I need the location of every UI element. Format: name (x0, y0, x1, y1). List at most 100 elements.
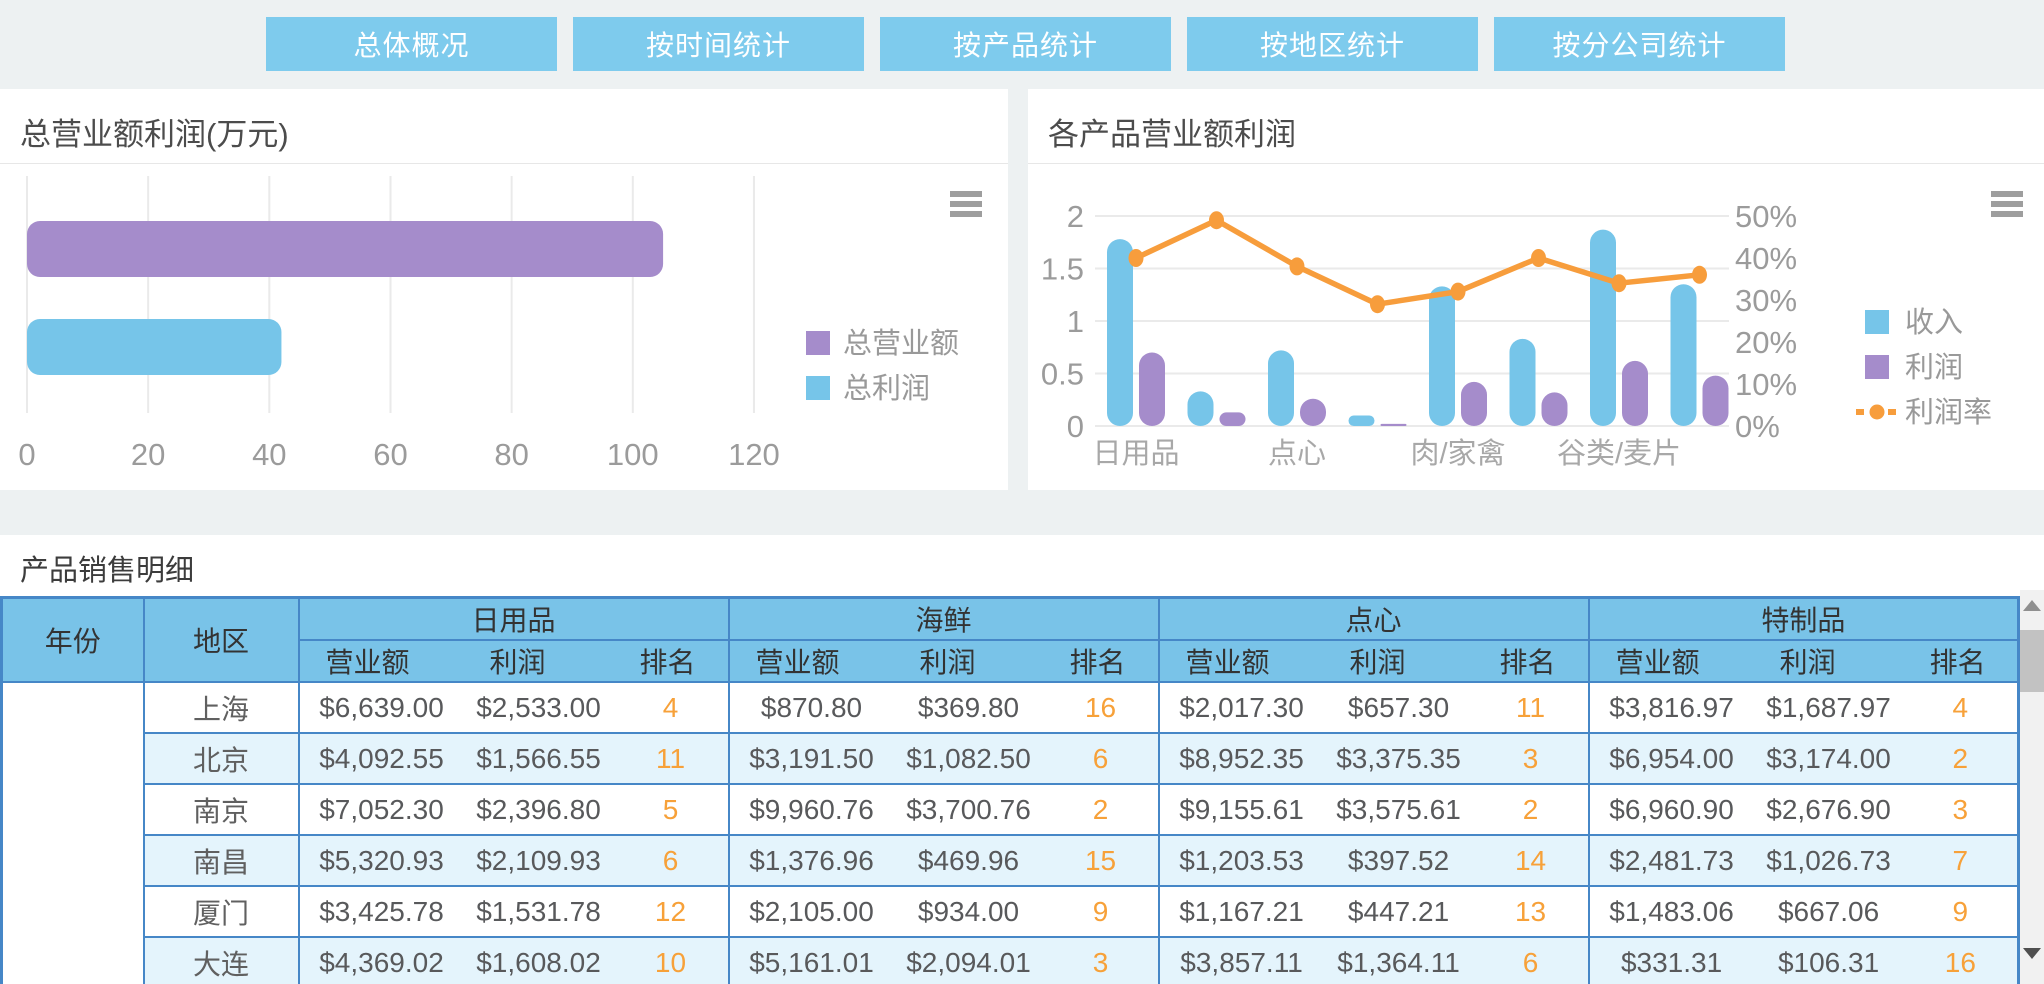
line-point (1611, 274, 1627, 293)
sub-header-排名: 排名 (613, 639, 729, 683)
axis-tick-label: 10% (1735, 367, 1797, 402)
rank-cell: 9 (1043, 885, 1159, 938)
scrollbar-thumb[interactable] (2020, 630, 2044, 692)
category-label: 谷类/麦片 (1557, 437, 1681, 470)
legend-item-利润[interactable]: 利润 (1865, 351, 1963, 384)
line-point (1692, 265, 1707, 284)
sales-detail-table: 年份 地区 日用品 海鲜 点心 特制品 营业额 利润 排名 营业额 利润 排名 营业额 利润 排名 营业额 利润… (0, 596, 2021, 984)
axis-tick-label: 1 (1067, 304, 1084, 339)
category-label: 肉/家禽 (1410, 437, 1505, 470)
line-point (1531, 249, 1546, 267)
legend-swatch (1865, 310, 1889, 334)
bar-利润 (1139, 352, 1165, 426)
axis-tick-label: 40 (252, 437, 286, 472)
grid-lines (1095, 215, 1729, 427)
menu-bar (950, 191, 982, 197)
nav-button-overview[interactable]: 总体概况 (266, 17, 557, 71)
value-cell: $3,575.61 (1323, 783, 1474, 836)
rank-cell: 14 (1473, 834, 1589, 887)
col-header-year: 年份 (1, 596, 144, 683)
rank-cell: 13 (1473, 885, 1589, 938)
axis-tick-label: 120 (728, 437, 780, 472)
sub-header-排名: 排名 (1043, 639, 1159, 683)
rank-cell: 11 (1473, 681, 1589, 734)
col-header-region: 地区 (142, 596, 299, 683)
group-header-日用品: 日用品 (297, 596, 729, 641)
value-cell: $1,483.06 (1587, 885, 1754, 938)
sub-header-利润: 利润 (463, 639, 614, 683)
bar-收入 (1590, 229, 1616, 426)
legend-item-利润率[interactable]: 利润率 (1856, 396, 1992, 429)
menu-bar (1991, 211, 2023, 217)
bar-利润 (1541, 392, 1568, 426)
grid-lines (26, 176, 755, 413)
axis-tick-label: 0.5 (1041, 357, 1084, 392)
table-title: 产品销售明细 (20, 555, 195, 587)
scroll-up-button[interactable] (2020, 592, 2044, 618)
table-row: 大连 $4,369.02 $1,608.02 10 $5,161.01 $2,094.01… (2, 936, 2019, 984)
axis-tick-label: 20% (1735, 325, 1797, 360)
nav-button-by-branch[interactable]: 按分公司统计 (1494, 17, 1785, 71)
rank-cell: 5 (613, 783, 729, 836)
legend-dot-icon (1869, 404, 1885, 420)
bar-总营业额 (27, 221, 664, 277)
value-cell: $870.80 (727, 681, 894, 734)
value-cell: $6,954.00 (1587, 732, 1754, 785)
line-point (1370, 295, 1385, 314)
table-row: 北京 $4,092.55 $1,566.55 11 $3,191.50 $1,082.50… (2, 732, 2019, 785)
axis-tick-label: 30% (1735, 283, 1797, 318)
left-axis-labels: 0 0.5 1 1.5 2 (1041, 199, 1084, 444)
value-cell: $3,375.35 (1323, 732, 1474, 785)
value-cell: $934.00 (893, 885, 1044, 938)
rank-cell: 9 (1903, 885, 2019, 938)
table-row: 南昌 $5,320.93 $2,109.93 6 $1,376.96 $469.96 15 $… (2, 834, 2019, 887)
value-cell: $1,082.50 (893, 732, 1044, 785)
rank-cell: 3 (1043, 936, 1159, 984)
legend-item-总利润[interactable]: 总利润 (806, 372, 930, 405)
axis-tick-label: 2 (1067, 199, 1084, 234)
value-cell: $3,816.97 (1587, 681, 1754, 734)
axis-tick-label: 1.5 (1041, 252, 1084, 287)
value-cell: $9,155.61 (1157, 783, 1324, 836)
table-row: 上海 $6,639.00 $2,533.00 4 $870.80 $369.80 16 $2,… (1, 681, 2019, 984)
nav-button-by-region[interactable]: 按地区统计 (1187, 17, 1478, 71)
legend-item-总营业额[interactable]: 总营业额 (806, 327, 959, 360)
rank-cell: 15 (1043, 834, 1159, 887)
rank-cell: 3 (1903, 783, 2019, 836)
value-cell: $2,094.01 (893, 936, 1044, 984)
value-cell: $1,531.78 (463, 885, 614, 938)
scroll-down-button[interactable] (2020, 940, 2044, 966)
value-cell: $1,026.73 (1753, 834, 1904, 887)
value-cell: $397.52 (1323, 834, 1474, 887)
value-cell: $6,960.90 (1587, 783, 1754, 836)
value-cell: $1,203.53 (1157, 834, 1324, 887)
chart-menu-icon[interactable] (1991, 191, 2023, 217)
line-point (1209, 211, 1224, 230)
nav-button-by-product[interactable]: 按产品统计 (880, 17, 1171, 71)
value-cell: $3,857.11 (1157, 936, 1324, 984)
panel-title: 总营业额利润(万元) (20, 117, 289, 152)
chart-menu-icon[interactable] (950, 191, 982, 217)
value-cell: $7,052.30 (297, 783, 464, 836)
sub-header-利润: 利润 (1753, 639, 1904, 683)
value-cell: $1,376.96 (727, 834, 894, 887)
legend-item-收入[interactable]: 收入 (1865, 306, 1963, 339)
line-point (1450, 282, 1466, 301)
legend-label: 总利润 (843, 372, 930, 405)
value-cell: $2,396.80 (463, 783, 614, 836)
nav-button-by-time[interactable]: 按时间统计 (573, 17, 864, 71)
axis-tick-label: 0 (1067, 409, 1084, 444)
group-header-点心: 点心 (1157, 596, 1589, 641)
year-cell (1, 681, 144, 984)
value-cell: $106.31 (1753, 936, 1904, 984)
bar-总利润 (27, 319, 282, 375)
down-arrow-icon (2023, 947, 2041, 959)
rank-cell: 4 (1903, 681, 2019, 734)
product-revenue-profit-chart: 00.511.520%10%20%30%40%50%日用品 点心 肉/家禽 谷类/麦片… (1041, 199, 1992, 470)
panel-total-revenue-profit: 总营业额利润(万元) 0 20 40 60 80 100 120 总营业额 总利润 (0, 89, 1008, 490)
value-cell: $2,676.90 (1753, 783, 1904, 836)
panel-product-revenue-profit: 各产品营业额利润 0 0.5 1 1.5 2 0% 10% 20% 30% 40% 50% 日用品 点心… (1028, 89, 2044, 490)
rank-cell: 11 (613, 732, 729, 785)
